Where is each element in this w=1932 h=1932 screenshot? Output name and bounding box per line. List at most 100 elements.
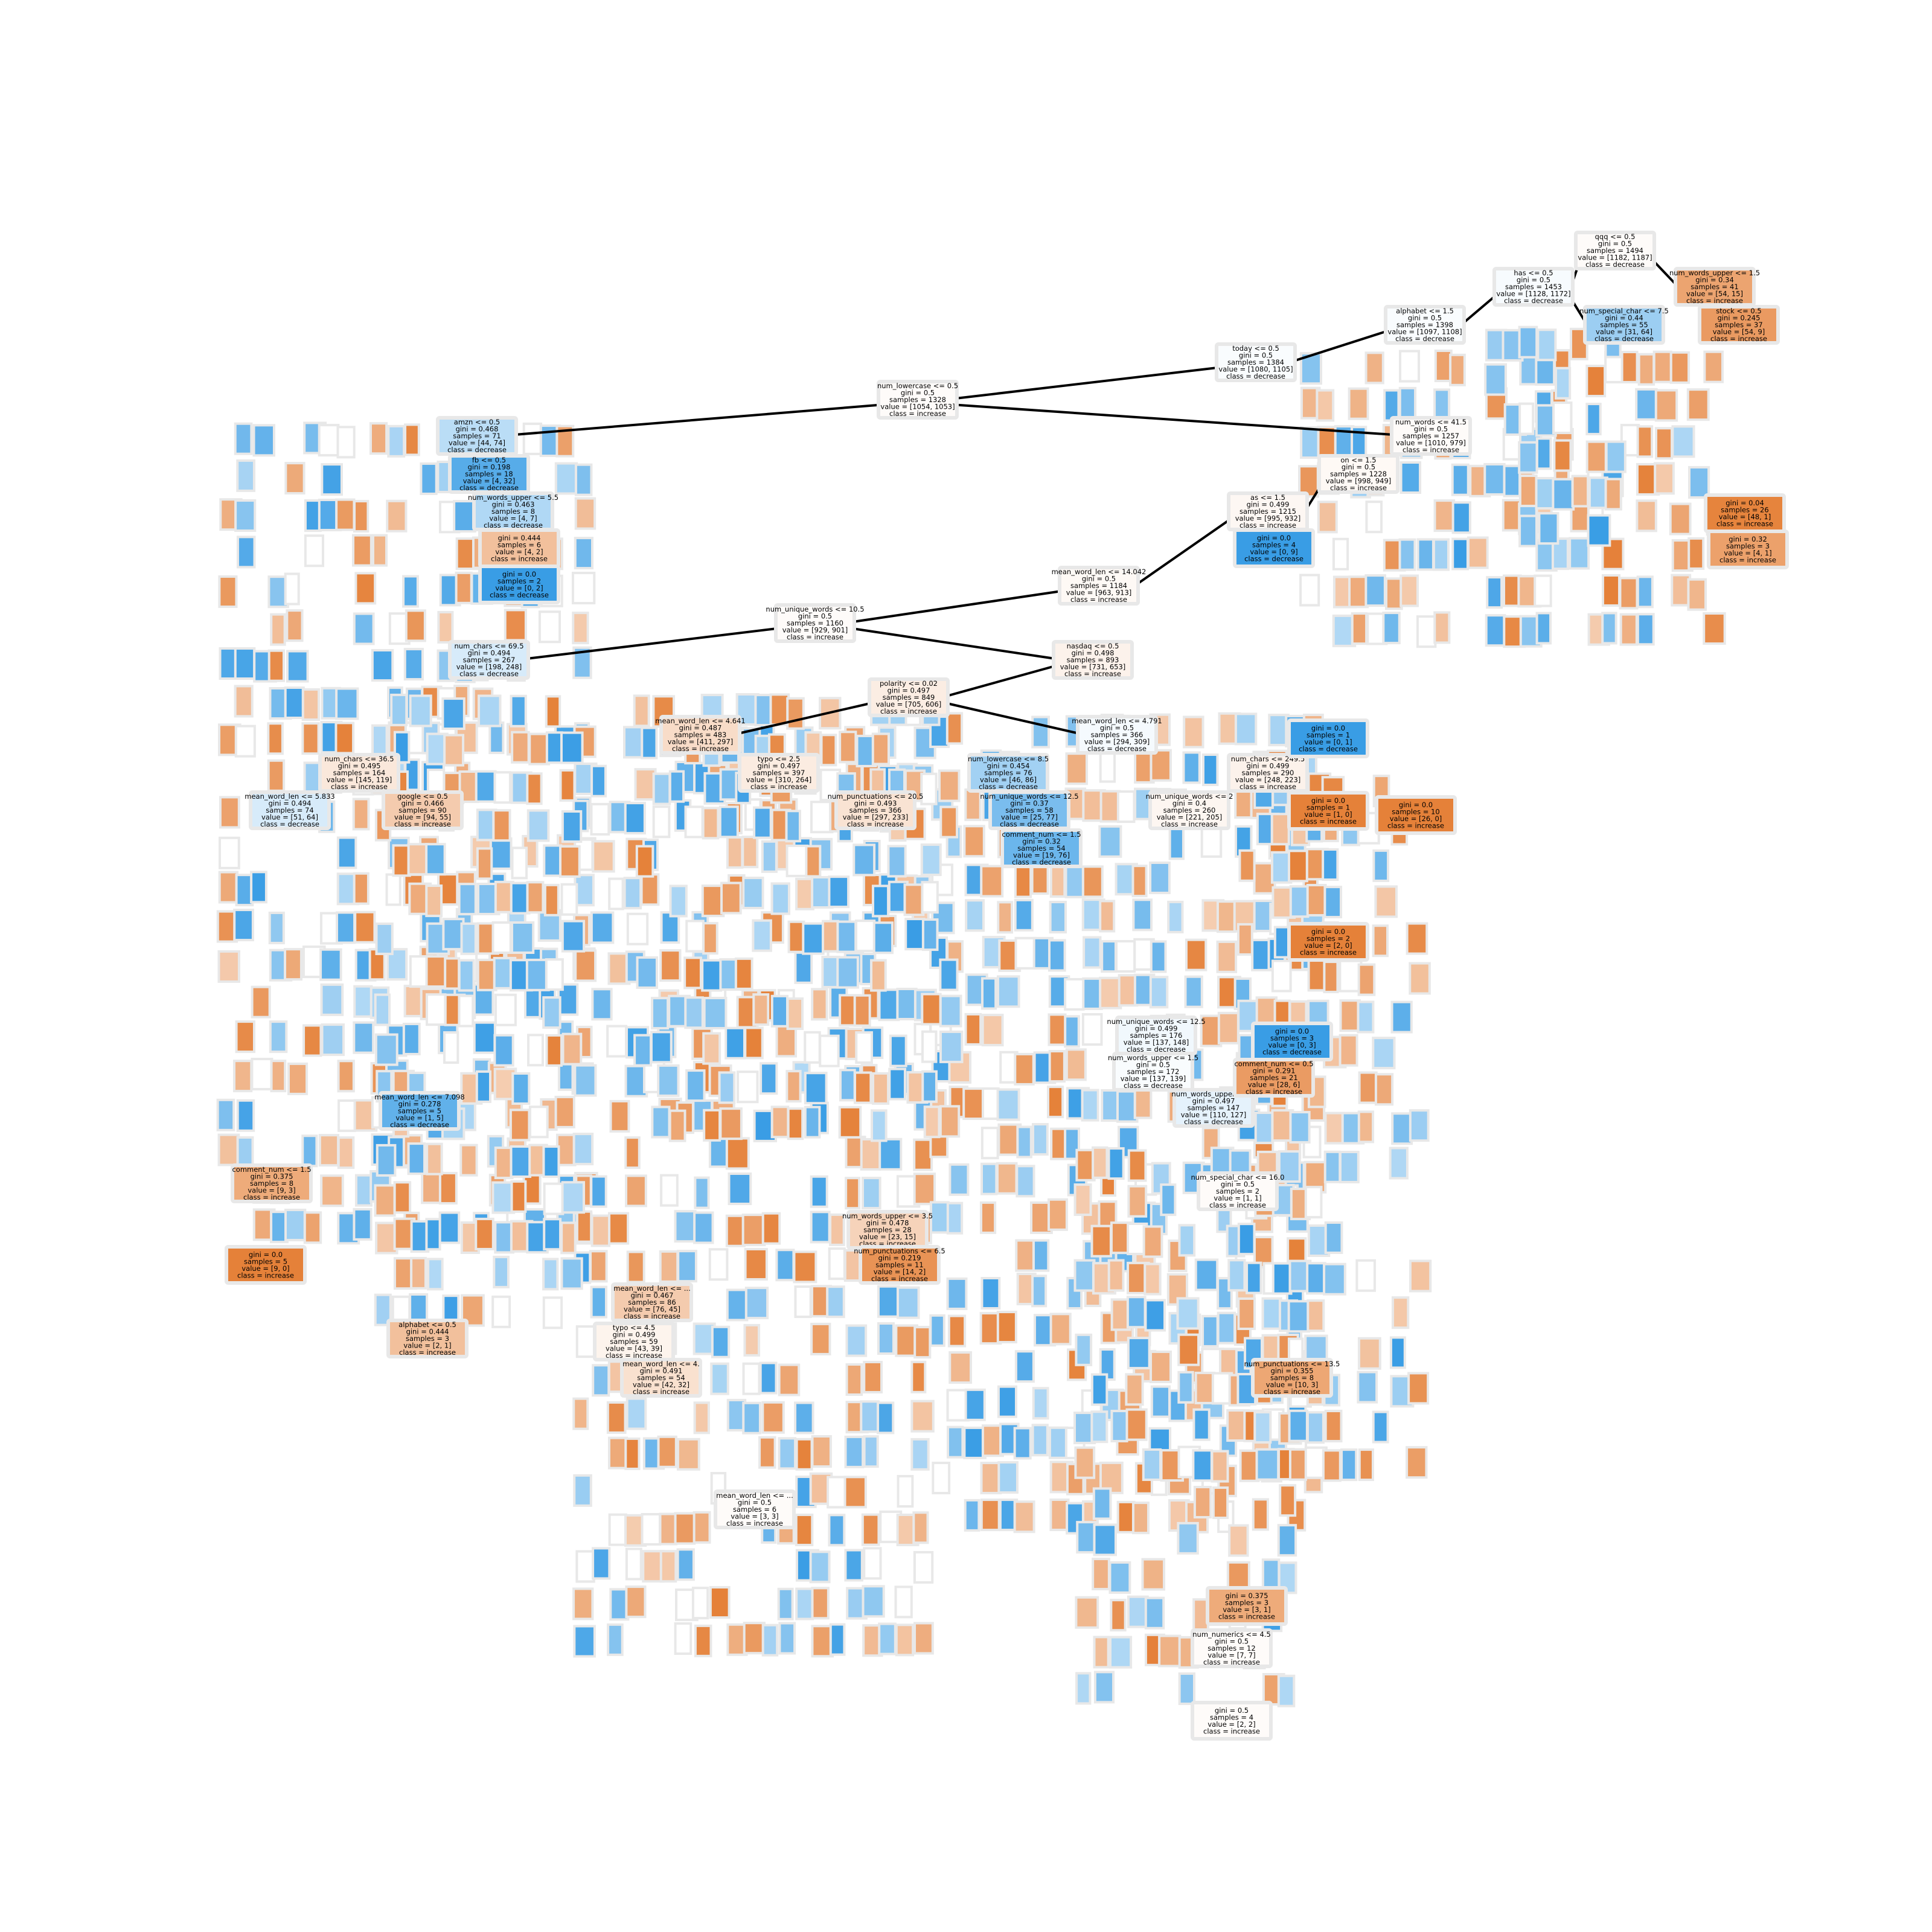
collapsed-node	[554, 462, 578, 495]
collapsed-node	[574, 1064, 597, 1097]
collapsed-node	[1261, 1558, 1281, 1591]
collapsed-node	[460, 922, 477, 955]
node-text-line: samples = 2	[497, 577, 541, 585]
node-text-line: class = increase	[750, 782, 807, 791]
node-text-line: gini = 0.454	[987, 762, 1030, 770]
node-text-line: qqq <= 0.5	[1595, 232, 1636, 241]
collapsed-node	[267, 722, 284, 755]
node-text-line: typo <= 4.5	[613, 1323, 656, 1332]
collapsed-node	[1636, 425, 1654, 458]
node-text-line: class = decrease	[1244, 554, 1303, 563]
collapsed-node	[684, 805, 704, 839]
collapsed-node	[711, 1325, 731, 1358]
collapsed-node	[236, 1099, 255, 1132]
node-text-line: gini = 0.493	[854, 799, 897, 808]
collapsed-node	[852, 843, 876, 877]
collapsed-node	[488, 721, 505, 755]
collapsed-node	[1081, 1013, 1103, 1046]
node-text-line: gini = 0.499	[1247, 501, 1290, 509]
node-text-line: samples = 849	[883, 693, 935, 702]
node-text-line: value = [94, 55]	[394, 813, 451, 822]
collapsed-node	[1131, 1502, 1150, 1535]
collapsed-node	[743, 1622, 766, 1655]
collapsed-node	[761, 840, 778, 873]
node-text-line: samples = 6	[733, 1505, 776, 1514]
collapsed-node	[1107, 1259, 1125, 1292]
collapsed-node	[1355, 1259, 1376, 1292]
collapsed-node	[270, 1060, 287, 1093]
collapsed-node	[770, 882, 790, 915]
node-text-line: gini = 0.355	[1271, 1367, 1314, 1375]
collapsed-node	[778, 1363, 801, 1396]
node-text-line: class = decrease	[1504, 296, 1563, 305]
collapsed-node	[1569, 537, 1590, 570]
collapsed-node	[559, 845, 581, 878]
collapsed-node	[337, 1060, 355, 1093]
node-box	[478, 565, 560, 604]
collapsed-node	[217, 950, 240, 983]
collapsed-node	[1217, 1311, 1236, 1345]
collapsed-node	[888, 1067, 906, 1101]
collapsed-node	[725, 1137, 750, 1170]
node-text-line: class = decrease	[1262, 1048, 1322, 1056]
collapsed-node	[742, 877, 764, 910]
node-text-line: value = [4, 2]	[495, 548, 543, 556]
collapsed-node	[1270, 813, 1290, 846]
collapsed-node	[795, 1438, 813, 1471]
collapsed-node	[625, 1547, 642, 1581]
node-text-line: samples = 6	[497, 540, 541, 549]
collapsed-node	[286, 609, 304, 642]
collapsed-node	[337, 1136, 355, 1169]
collapsed-node	[475, 770, 497, 803]
node-text-line: value = [9, 0]	[242, 1264, 289, 1273]
collapsed-node	[947, 1314, 967, 1348]
collapsed-node	[1384, 577, 1403, 610]
collapsed-node	[475, 1217, 494, 1250]
collapsed-node	[426, 993, 447, 1026]
node-text-line: samples = 21	[1250, 1073, 1297, 1082]
collapsed-node	[252, 424, 275, 457]
collapsed-node	[685, 920, 705, 953]
node-text-line: value = [1097, 1108]	[1387, 328, 1462, 336]
collapsed-node	[684, 996, 704, 1029]
node-text-line: samples = 90	[398, 806, 446, 814]
node-text-line: class = increase	[1403, 446, 1459, 454]
collapsed-node	[668, 770, 685, 803]
collapsed-node	[385, 873, 401, 906]
node-text-line: samples = 74	[266, 806, 313, 814]
node-text-line: gini = 0.375	[1226, 1591, 1268, 1600]
collapsed-node	[1212, 1486, 1229, 1520]
node-text-line: gini = 0.499	[613, 1331, 656, 1339]
collapsed-node	[409, 694, 432, 728]
node-text-line: value = [51, 64]	[261, 813, 318, 822]
collapsed-node	[352, 798, 370, 831]
node-text-line: gini = 0.5	[1517, 276, 1550, 284]
node-text-line: value = [0, 2]	[495, 584, 543, 592]
collapsed-node	[1703, 612, 1726, 645]
node-box	[659, 715, 741, 755]
node-text-line: value = [411, 297]	[668, 738, 734, 746]
node-text-line: class = decrease	[490, 590, 549, 599]
collapsed-node	[374, 1033, 398, 1066]
collapsed-node	[590, 764, 607, 798]
collapsed-node	[1252, 1498, 1269, 1531]
collapsed-node	[1217, 1011, 1239, 1044]
collapsed-node	[778, 1437, 797, 1470]
collapsed-node	[843, 1476, 867, 1509]
node-text-line: gini = 0.5	[798, 612, 832, 621]
collapsed-node	[1116, 1500, 1136, 1534]
collapsed-node	[233, 909, 254, 942]
collapsed-node	[897, 1475, 914, 1508]
collapsed-node	[320, 1174, 344, 1208]
node-box	[1384, 305, 1466, 345]
collapsed-node	[1182, 751, 1201, 784]
node-text-line: samples = 366	[849, 806, 902, 814]
collapsed-node	[946, 1277, 968, 1310]
collapsed-node	[913, 1138, 933, 1171]
node-box	[1197, 1171, 1279, 1211]
collapsed-node	[913, 1550, 934, 1584]
